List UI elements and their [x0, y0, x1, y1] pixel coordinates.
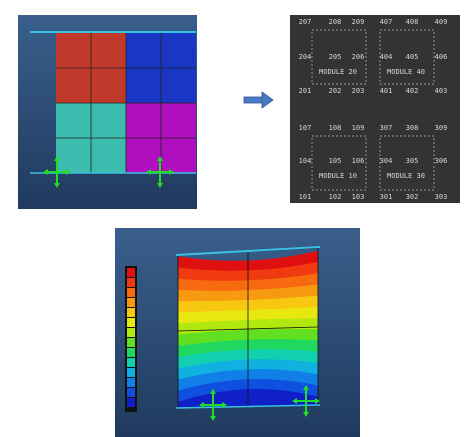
- legend-swatch: [127, 268, 135, 277]
- module-label: MODULE 20: [319, 68, 357, 76]
- legend-swatch: [127, 368, 135, 377]
- node-number: 305: [406, 157, 419, 165]
- node-number: 101: [299, 193, 312, 201]
- node-number: 102: [329, 193, 342, 201]
- node-number: 206: [352, 53, 365, 61]
- node-number: 208: [329, 18, 342, 26]
- node-number: 307: [380, 124, 393, 132]
- legend-swatch: [127, 388, 135, 397]
- node-number: 105: [329, 157, 342, 165]
- node-number: 106: [352, 157, 365, 165]
- node-number: 207: [299, 18, 312, 26]
- legend-swatch: [127, 378, 135, 387]
- node-number: 303: [435, 193, 448, 201]
- arrow: [243, 91, 274, 109]
- module-label: MODULE 40: [387, 68, 425, 76]
- node-number: 108: [329, 124, 342, 132]
- module-model-view: [18, 15, 197, 209]
- node-number: 109: [352, 124, 365, 132]
- node-number: 302: [406, 193, 419, 201]
- node-number: 107: [299, 124, 312, 132]
- legend-swatch: [127, 338, 135, 347]
- legend-swatch: [127, 288, 135, 297]
- node-number: 304: [380, 157, 393, 165]
- node-number: 306: [435, 157, 448, 165]
- legend-swatch: [127, 278, 135, 287]
- legend-swatch: [127, 398, 135, 407]
- node-number: 405: [406, 53, 419, 61]
- node-number: 408: [406, 18, 419, 26]
- module-label: MODULE 10: [319, 172, 357, 180]
- node-number: 404: [380, 53, 393, 61]
- legend-swatch: [127, 318, 135, 327]
- node-number: 407: [380, 18, 393, 26]
- node-number: 409: [435, 18, 448, 26]
- contour-band: [178, 389, 318, 408]
- legend-swatch: [127, 328, 135, 337]
- legend-swatch: [127, 308, 135, 317]
- node-number: 209: [352, 18, 365, 26]
- legend-swatch: [127, 358, 135, 367]
- node-number: 203: [352, 87, 365, 95]
- node-number: 202: [329, 87, 342, 95]
- node-number: 104: [299, 157, 312, 165]
- node-number: 401: [380, 87, 393, 95]
- node-number: 402: [406, 87, 419, 95]
- node-number: 301: [380, 193, 393, 201]
- node-number: 309: [435, 124, 448, 132]
- node-number: 201: [299, 87, 312, 95]
- node-number: 403: [435, 87, 448, 95]
- node-number: 406: [435, 53, 448, 61]
- contour-result-view: [115, 228, 360, 437]
- node-number: 205: [329, 53, 342, 61]
- node-numbering-view: 207 208 209 407 408 409 204 205 206 404 405 406 201 2…: [290, 15, 460, 203]
- node-number: 103: [352, 193, 365, 201]
- legend-swatch: [127, 348, 135, 357]
- node-number: 308: [406, 124, 419, 132]
- module-label: MODULE 30: [387, 172, 425, 180]
- node-number: 204: [299, 53, 312, 61]
- legend-swatch: [127, 298, 135, 307]
